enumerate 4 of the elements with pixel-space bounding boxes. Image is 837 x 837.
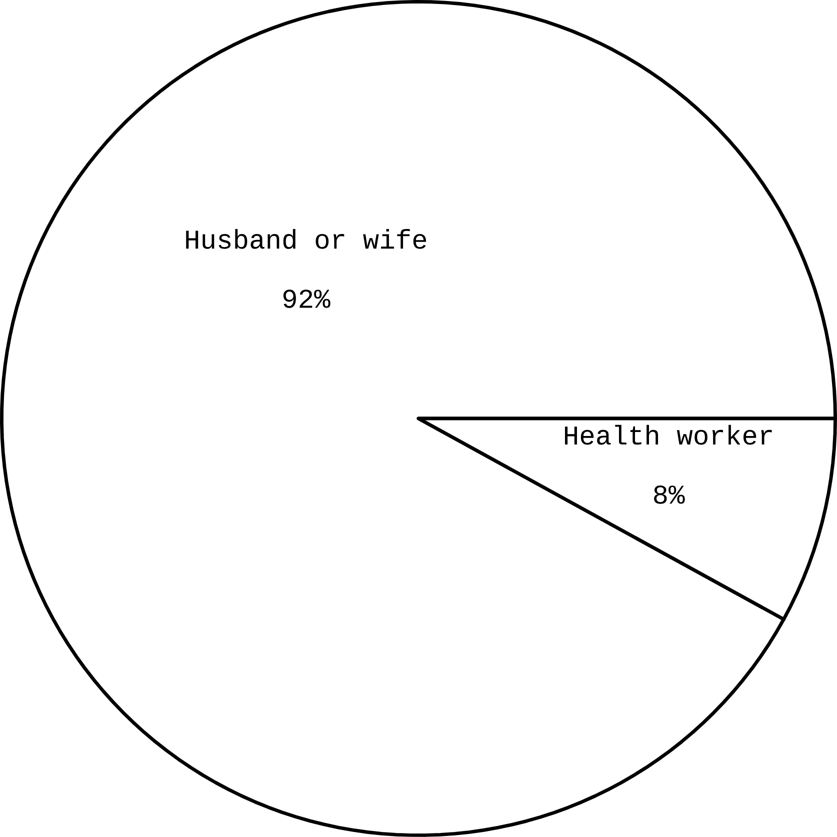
slice-label: Health worker (564, 424, 772, 445)
data-label: 92% (283, 290, 330, 308)
slice-label: Husband or wife (186, 228, 426, 249)
data-label: 8% (654, 485, 685, 504)
